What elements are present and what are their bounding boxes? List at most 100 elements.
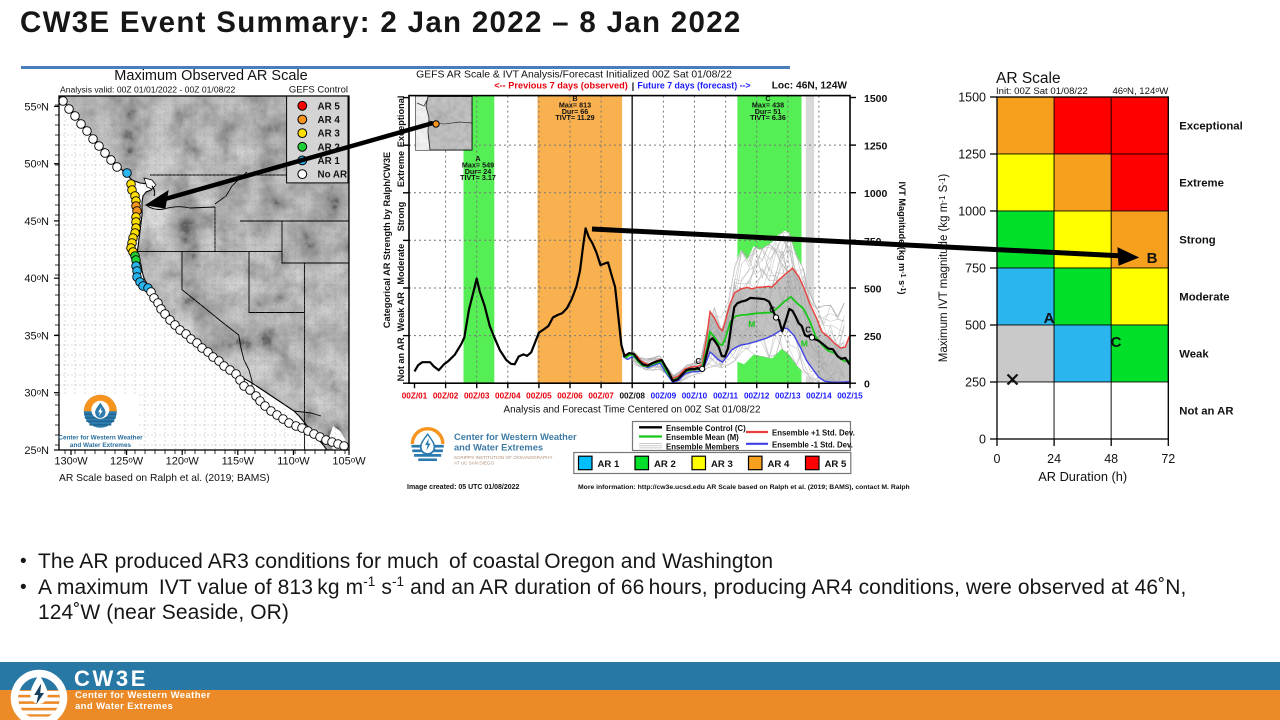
svg-text:AR Scale based on Ralph et al.: AR Scale based on Ralph et al. (2019; BA… [59,473,270,484]
svg-text:30oN: 30oN [24,387,49,399]
svg-text:0: 0 [864,379,870,391]
svg-text:00Z/15: 00Z/15 [837,392,863,401]
svg-text:Extreme: Extreme [396,151,406,187]
svg-text:IVT Magnitude (kg m-1 s-1): IVT Magnitude (kg m-1 s-1) [897,181,907,294]
svg-text:Weak AR: Weak AR [396,292,406,332]
svg-text:and Water Extremes: and Water Extremes [70,442,132,449]
svg-text:Ensemble Control (C): Ensemble Control (C) [666,424,746,433]
svg-text:AR 3: AR 3 [711,459,733,470]
svg-text:Not an AR: Not an AR [1179,406,1233,418]
svg-text:00Z/06: 00Z/06 [557,392,583,401]
svg-text:C: C [769,306,775,315]
svg-text:C: C [1111,334,1122,351]
svg-text:More information: http://cw3e.: More information: http://cw3e.ucsd.edu A… [578,484,910,491]
svg-text:46oN, 124oW: 46oN, 124oW [1112,86,1169,97]
svg-text:00Z/04: 00Z/04 [495,392,521,401]
svg-text:Analysis and Forecast Time Cen: Analysis and Forecast Time Centered on 0… [504,405,761,416]
svg-text:1000: 1000 [958,205,986,219]
svg-text:500: 500 [864,284,882,296]
svg-text:No AR: No AR [318,170,348,181]
svg-text:Strong: Strong [1179,235,1215,247]
svg-text:C: C [765,94,770,103]
svg-text:00Z/07: 00Z/07 [588,392,614,401]
svg-text:Loc: 46N, 124W: Loc: 46N, 124W [772,81,848,92]
svg-text:AR Scale: AR Scale [996,70,1061,87]
svg-text:105oW: 105oW [332,455,366,467]
svg-text:<-- Previous 7 days (observed): <-- Previous 7 days (observed) [494,81,628,91]
svg-text:Ensemble +1 Std. Dev.: Ensemble +1 Std. Dev. [772,429,855,438]
svg-text:120oW: 120oW [166,455,200,467]
svg-text:AR 1: AR 1 [598,459,621,470]
svg-text:1000: 1000 [864,188,888,200]
svg-text:00Z/11: 00Z/11 [713,392,738,401]
svg-text:40oN: 40oN [24,273,49,285]
svg-text:125oW: 125oW [110,455,144,467]
svg-text:Maximum Observed AR Scale: Maximum Observed AR Scale [114,68,307,84]
svg-text:B: B [572,94,577,103]
svg-text:SCRIPPS INSTITUTION OF OCEANOG: SCRIPPS INSTITUTION OF OCEANOGRAPHY [454,455,553,460]
svg-text:M: M [801,339,808,349]
svg-text:Maximum IVT magnitude (kg m-1: Maximum IVT magnitude (kg m-1 S-1) [938,174,950,363]
svg-text:Moderate: Moderate [1179,292,1229,304]
svg-text:M: M [748,319,755,329]
svg-text:Ensemble Mean (M): Ensemble Mean (M) [666,433,739,442]
svg-text:110oW: 110oW [277,455,310,467]
svg-text:Future 7 days (forecast) -->: Future 7 days (forecast) --> [637,81,750,91]
svg-text:Max= 438: Max= 438 [752,100,784,109]
svg-text:1500: 1500 [958,91,986,105]
svg-text:AR 3: AR 3 [318,129,341,140]
svg-text:00Z/08: 00Z/08 [619,392,645,401]
svg-text:Init: 00Z Sat 01/08/22: Init: 00Z Sat 01/08/22 [996,86,1088,97]
svg-text:Exceptional: Exceptional [396,96,406,148]
svg-text:Center for Western Weather: Center for Western Weather [58,435,143,442]
svg-text:Dur= 24: Dur= 24 [465,167,492,176]
svg-text:B: B [1147,250,1158,267]
svg-text:AR 2: AR 2 [654,459,676,470]
svg-text:AR 5: AR 5 [318,101,341,112]
svg-text:AT UC SAN DIEGO: AT UC SAN DIEGO [454,461,495,466]
svg-text:1250: 1250 [958,148,986,162]
svg-text:0: 0 [994,452,1001,466]
svg-text:GEFS Control: GEFS Control [289,85,348,96]
svg-text:AR 2: AR 2 [318,142,341,153]
svg-text:45oN: 45oN [24,216,49,228]
svg-text:AR 4: AR 4 [768,459,791,470]
svg-text:0: 0 [979,433,986,447]
svg-text:C: C [695,357,701,366]
svg-text:AR Duration (h): AR Duration (h) [1038,469,1127,484]
svg-text:Categorical AR Strength by Ral: Categorical AR Strength by Ralph/CW3E [382,152,392,328]
svg-text:00Z/13: 00Z/13 [775,392,801,401]
svg-text:00Z/05: 00Z/05 [526,392,552,401]
svg-text:Ensemble Members: Ensemble Members [666,442,740,451]
svg-text:00Z/14: 00Z/14 [806,392,832,401]
svg-text:Max= 549: Max= 549 [462,160,494,169]
svg-text:00Z/12: 00Z/12 [744,392,770,401]
svg-text:Strong: Strong [396,202,406,232]
svg-text:48: 48 [1104,452,1118,466]
svg-text:24: 24 [1047,452,1061,466]
svg-text:72: 72 [1161,452,1175,466]
svg-text:1500: 1500 [864,93,888,105]
svg-text:25oN: 25oN [24,445,49,457]
svg-text:Image created: 05 UTC 01/08/20: Image created: 05 UTC 01/08/2022 [407,484,520,491]
svg-text:TIVT= 6.36: TIVT= 6.36 [750,113,786,122]
svg-text:00Z/10: 00Z/10 [682,392,708,401]
svg-text:Extreme: Extreme [1179,178,1224,190]
svg-text:Max= 813: Max= 813 [559,100,591,109]
svg-text:AR 1: AR 1 [318,156,341,167]
svg-text:A: A [475,154,480,163]
svg-text:00Z/02: 00Z/02 [433,392,459,401]
svg-text:TIVT= 3.17: TIVT= 3.17 [460,173,496,182]
svg-text:and Water Extremes: and Water Extremes [454,443,543,453]
svg-text:A: A [1044,310,1055,327]
svg-text:C: C [805,326,811,335]
svg-text:AR 4: AR 4 [318,115,341,126]
svg-text:750: 750 [965,262,986,276]
svg-text:Not an AR: Not an AR [396,337,406,381]
svg-text:1250: 1250 [864,141,888,153]
svg-text:TIVT= 11.29: TIVT= 11.29 [555,113,594,122]
svg-text:Dur= 51: Dur= 51 [755,107,782,116]
svg-text:500: 500 [965,319,986,333]
svg-text:35oN: 35oN [24,330,49,342]
svg-text:00Z/03: 00Z/03 [464,392,490,401]
